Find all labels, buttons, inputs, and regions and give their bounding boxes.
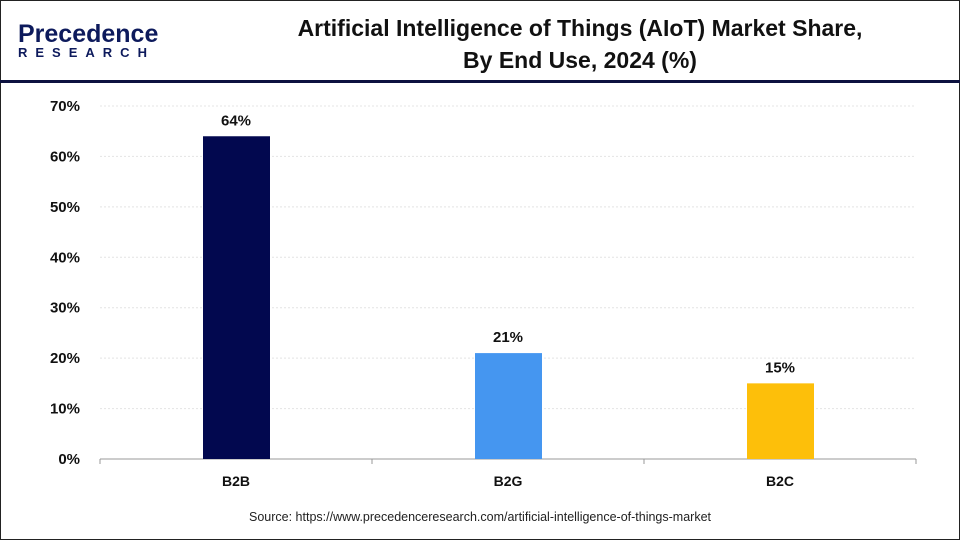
x-tick-label: B2B bbox=[222, 473, 250, 489]
bar-b2g bbox=[475, 353, 542, 459]
x-tick-label: B2G bbox=[494, 473, 523, 489]
header-divider bbox=[0, 80, 960, 83]
y-tick-label: 50% bbox=[50, 199, 80, 216]
data-label: 64% bbox=[221, 112, 251, 129]
source-note: Source: https://www.precedenceresearch.c… bbox=[249, 510, 711, 524]
y-tick-label: 60% bbox=[50, 148, 80, 165]
y-tick-label: 40% bbox=[50, 249, 80, 266]
title-line-2: By End Use, 2024 (%) bbox=[463, 47, 697, 73]
logo-subtext: RESEARCH bbox=[18, 45, 155, 60]
data-label: 21% bbox=[493, 329, 523, 346]
y-tick-label: 30% bbox=[50, 300, 80, 317]
y-tick-label: 10% bbox=[50, 401, 80, 418]
x-tick-label: B2C bbox=[766, 473, 794, 489]
bar-b2b bbox=[203, 136, 270, 459]
logo: Precedence RESEARCH bbox=[18, 20, 158, 60]
data-label: 15% bbox=[765, 359, 795, 376]
title-line-1: Artificial Intelligence of Things (AIoT)… bbox=[297, 15, 863, 41]
chart-title: Artificial Intelligence of Things (AIoT)… bbox=[200, 12, 960, 76]
y-tick-label: 70% bbox=[50, 98, 80, 115]
y-tick-label: 0% bbox=[58, 451, 80, 468]
y-tick-label: 20% bbox=[50, 350, 80, 367]
bar-b2c bbox=[747, 383, 814, 459]
logo-text: Precedence bbox=[18, 20, 159, 48]
